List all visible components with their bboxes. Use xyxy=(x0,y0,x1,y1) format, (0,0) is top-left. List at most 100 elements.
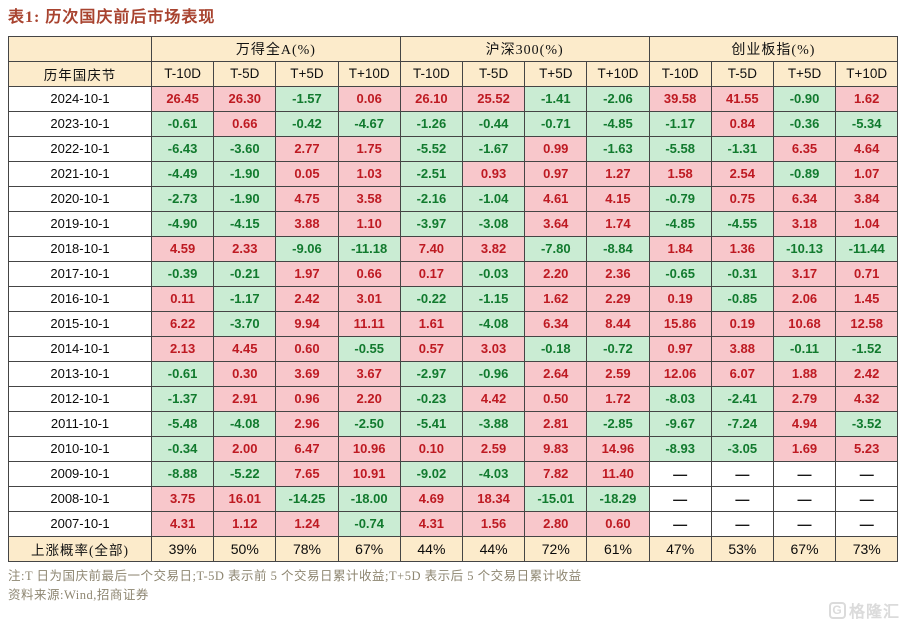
probability-value: 67% xyxy=(772,535,837,562)
value-cell: -0.31 xyxy=(710,260,774,287)
value-cell: — xyxy=(772,460,837,487)
table-title: 表1: 历次国庆前后市场表现 xyxy=(8,9,216,26)
value-cell: -2.73 xyxy=(150,185,215,212)
subcolumn-header: T-5D xyxy=(461,60,526,87)
value-cell: 1.04 xyxy=(835,210,899,237)
value-cell: 0.19 xyxy=(648,285,712,312)
value-cell: 0.60 xyxy=(586,510,650,537)
probability-value: 78% xyxy=(275,535,339,562)
value-cell: 1.88 xyxy=(772,360,837,387)
table-row: 2016-10-1 0.11 -1.17 2.42 3.01 -0.22 -1.15 1.62… xyxy=(8,285,899,312)
probability-value: 72% xyxy=(524,535,588,562)
value-cell: 3.58 xyxy=(337,185,401,212)
value-cell: 2.42 xyxy=(275,285,339,312)
value-cell: -0.23 xyxy=(399,385,463,412)
value-cell: 1.62 xyxy=(835,85,899,112)
subcolumn-header: T+5D xyxy=(275,60,339,87)
value-cell: 18.34 xyxy=(461,485,526,512)
value-cell: 0.05 xyxy=(275,160,339,187)
value-cell: 2.13 xyxy=(150,335,215,362)
value-cell: 39.58 xyxy=(648,85,712,112)
value-cell: -0.21 xyxy=(213,260,277,287)
value-cell: -5.22 xyxy=(213,460,277,487)
table-row: 2021-10-1 -4.49 -1.90 0.05 1.03 -2.51 0.93 0.97… xyxy=(8,160,899,187)
probability-value: 61% xyxy=(586,535,650,562)
date-cell: 2010-10-1 xyxy=(8,435,152,462)
value-cell: -9.06 xyxy=(275,235,339,262)
date-cell: 2012-10-1 xyxy=(8,385,152,412)
table-body: 2024-10-1 26.45 26.30 -1.57 0.06 26.10 25.52 -1… xyxy=(8,85,899,562)
date-cell: 2022-10-1 xyxy=(8,135,152,162)
value-cell: -7.24 xyxy=(710,410,774,437)
value-cell: — xyxy=(710,460,774,487)
table-row: 2024-10-1 26.45 26.30 -1.57 0.06 26.10 25.52 -1… xyxy=(8,85,899,112)
value-cell: 4.75 xyxy=(275,185,339,212)
value-cell: 1.75 xyxy=(337,135,401,162)
value-cell: 1.97 xyxy=(275,260,339,287)
value-cell: 2.42 xyxy=(835,360,899,387)
value-cell: 9.94 xyxy=(275,310,339,337)
watermark-text: 格隆汇 xyxy=(848,604,900,621)
market-performance-table: 万得全A(%) 沪深300(%) 创业板指(%) 历年国庆节 T-10D T-5D T+5D… xyxy=(8,35,899,562)
value-cell: 2.20 xyxy=(524,260,588,287)
value-cell: 3.69 xyxy=(275,360,339,387)
subcolumn-header: T-10D xyxy=(648,60,712,87)
value-cell: 0.10 xyxy=(399,435,463,462)
group-header-1: 沪深300(%) xyxy=(399,35,650,62)
value-cell: -11.44 xyxy=(835,235,899,262)
date-cell: 2020-10-1 xyxy=(8,185,152,212)
table-row: 2012-10-1 -1.37 2.91 0.96 2.20 -0.23 4.42 0.50 1… xyxy=(8,385,899,412)
value-cell: — xyxy=(772,485,837,512)
value-cell: -0.39 xyxy=(150,260,215,287)
value-cell: -3.70 xyxy=(213,310,277,337)
value-cell: 1.62 xyxy=(524,285,588,312)
probability-row: 上涨概率(全部) 39% 50% 78% 67% 44% 44% 72% 61% 47% 53% 67… xyxy=(8,535,899,562)
value-cell: 3.18 xyxy=(772,210,837,237)
report-page: 表1: 历次国庆前后市场表现 万得全A(%) 沪深300(%) 创业板指(%) 历年国… xyxy=(8,9,899,602)
value-cell: — xyxy=(648,460,712,487)
value-cell: 1.84 xyxy=(648,235,712,262)
date-cell: 2024-10-1 xyxy=(8,85,152,112)
value-cell: 1.36 xyxy=(710,235,774,262)
value-cell: 12.58 xyxy=(835,310,899,337)
value-cell: 4.64 xyxy=(835,135,899,162)
value-cell: 0.97 xyxy=(648,335,712,362)
table-row: 2014-10-1 2.13 4.45 0.60 -0.55 0.57 3.03 -0.18-… xyxy=(8,335,899,362)
probability-value: 50% xyxy=(213,535,277,562)
value-cell: -9.02 xyxy=(399,460,463,487)
value-cell: -8.84 xyxy=(586,235,650,262)
value-cell: -1.15 xyxy=(461,285,526,312)
value-cell: -0.72 xyxy=(586,335,650,362)
value-cell: 0.50 xyxy=(524,385,588,412)
value-cell: 3.82 xyxy=(461,235,526,262)
value-cell: -4.90 xyxy=(150,210,215,237)
value-cell: 0.60 xyxy=(275,335,339,362)
value-cell: 3.75 xyxy=(150,485,215,512)
value-cell: 1.61 xyxy=(399,310,463,337)
value-cell: -18.00 xyxy=(337,485,401,512)
date-cell: 2017-10-1 xyxy=(8,260,152,287)
value-cell: 6.34 xyxy=(772,185,837,212)
value-cell: — xyxy=(835,485,899,512)
value-cell: -5.41 xyxy=(399,410,463,437)
date-cell: 2019-10-1 xyxy=(8,210,152,237)
value-cell: -2.41 xyxy=(710,385,774,412)
probability-value: 67% xyxy=(337,535,401,562)
value-cell: -4.67 xyxy=(337,110,401,137)
value-cell: -0.61 xyxy=(150,360,215,387)
value-cell: 0.11 xyxy=(150,285,215,312)
value-cell: 2.29 xyxy=(586,285,650,312)
value-cell: -2.51 xyxy=(399,160,463,187)
subcolumn-header: T+5D xyxy=(772,60,837,87)
value-cell: 6.35 xyxy=(772,135,837,162)
table-row: 2013-10-1 -0.61 0.30 3.69 3.67 -2.97 -0.96 2.64… xyxy=(8,360,899,387)
value-cell: -1.17 xyxy=(213,285,277,312)
value-cell: 2.81 xyxy=(524,410,588,437)
value-cell: -0.89 xyxy=(772,160,837,187)
probability-value: 44% xyxy=(461,535,526,562)
value-cell: — xyxy=(772,510,837,537)
value-cell: 4.94 xyxy=(772,410,837,437)
value-cell: 11.11 xyxy=(337,310,401,337)
value-cell: 2.06 xyxy=(772,285,837,312)
value-cell: 1.27 xyxy=(586,160,650,187)
